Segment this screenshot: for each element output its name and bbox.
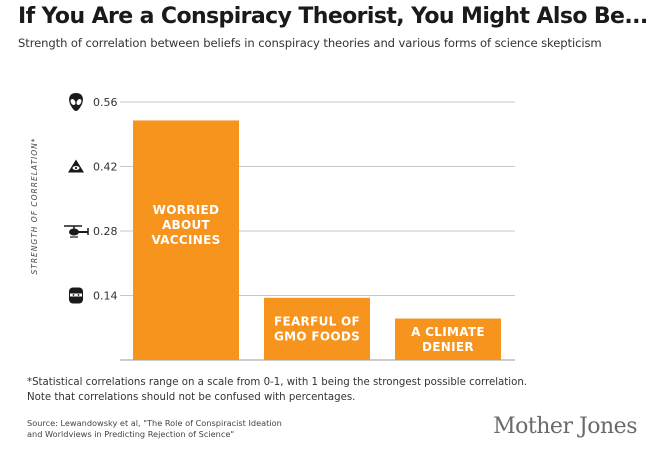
footnote: *Statistical correlations range on a sca…: [27, 375, 547, 405]
source-note: Source: Lewandowsky et al, "The Role of …: [27, 418, 347, 440]
source-line-1: Source: Lewandowsky et al, "The Role of …: [27, 418, 282, 428]
bar-label: VACCINES: [151, 233, 220, 247]
eye-pyramid-icon: [68, 159, 84, 173]
helicopter-icon: [64, 225, 89, 238]
y-tick-label: 0.14: [93, 290, 118, 303]
bar-label: A CLIMATE: [411, 325, 485, 339]
y-axis-label: STRENGTH OF CORRELATION*: [30, 137, 39, 274]
bar-label: WORRIED: [153, 203, 220, 217]
bar: [395, 318, 501, 360]
bars: [133, 120, 501, 360]
source-line-2: and Worldviews in Predicting Rejection o…: [27, 429, 235, 439]
chart-title: If You Are a Conspiracy Theorist, You Mi…: [18, 4, 648, 29]
bar-label: ABOUT: [162, 218, 211, 232]
ninja-icon: [69, 287, 83, 304]
y-tick-label: 0.42: [93, 161, 118, 174]
y-axis-ticks: 0.14 0.28 0.42 0.56: [64, 93, 118, 304]
bar-label: FEARFUL OF: [274, 314, 360, 328]
y-tick-label: 0.56: [93, 96, 118, 109]
bar: [133, 120, 239, 360]
footnote-line-1: *Statistical correlations range on a sca…: [27, 377, 528, 388]
footnote-line-2: Note that correlations should not be con…: [27, 392, 356, 403]
bar-label: DENIER: [422, 340, 474, 354]
bar: [264, 297, 370, 360]
brand-logo: Mother Jones: [493, 414, 637, 439]
y-tick-label: 0.28: [93, 225, 118, 238]
bar-label: GMO FOODS: [274, 329, 360, 343]
alien-icon: [69, 93, 83, 111]
chart-subtitle: Strength of correlation between beliefs …: [18, 36, 602, 50]
